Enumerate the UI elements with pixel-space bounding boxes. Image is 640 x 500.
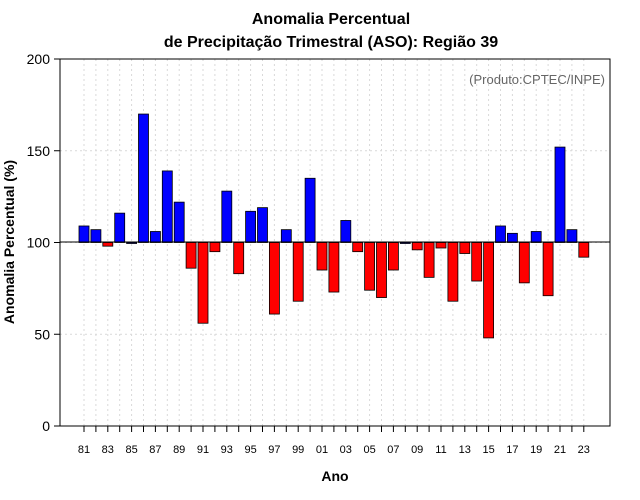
bar-23 <box>578 242 590 258</box>
bar-83 <box>102 242 114 247</box>
bar-92 <box>209 242 221 253</box>
bar-06 <box>376 242 387 298</box>
credit-label: (Produto:CPTEC/INPE) <box>469 72 605 87</box>
bar-02 <box>328 242 340 293</box>
bar-09 <box>411 242 423 251</box>
bar-98 <box>280 229 292 243</box>
x-tick-label: 91 <box>197 444 209 456</box>
x-tick-label: 97 <box>268 444 280 456</box>
bar-87 <box>149 231 161 243</box>
y-axis: 0 50 100 150 200 <box>27 51 60 434</box>
bar-07 <box>387 242 399 271</box>
chart-title-line-2: de Precipitação Trimestral (ASO): Região… <box>164 34 498 51</box>
bar-15 <box>483 242 495 339</box>
bar-86 <box>138 113 149 243</box>
bar-99 <box>292 242 304 302</box>
x-tick-label: 19 <box>530 444 542 456</box>
x-tick-label: 03 <box>340 444 352 456</box>
bar-13 <box>459 242 471 254</box>
x-tick-label: 89 <box>173 444 185 456</box>
bar-11 <box>435 242 447 249</box>
x-axis-label: Ano <box>321 468 348 484</box>
x-tick-label: 85 <box>125 444 137 456</box>
x-tick-label: 01 <box>316 444 328 456</box>
bar-93 <box>221 190 233 243</box>
bar-10 <box>423 242 435 278</box>
x-tick-label: 23 <box>578 444 590 456</box>
bar-14 <box>471 242 483 282</box>
bar-04 <box>352 242 364 253</box>
y-tick-label: 50 <box>34 326 50 342</box>
bar-12 <box>447 242 459 302</box>
bar-89 <box>173 201 185 243</box>
x-tick-label: 99 <box>292 444 304 456</box>
bar-22 <box>566 229 578 243</box>
bar-18 <box>518 242 530 284</box>
bar-88 <box>161 170 173 243</box>
x-tick-label: 81 <box>78 444 90 456</box>
x-tick-label: 07 <box>387 444 399 456</box>
bars <box>78 113 590 339</box>
x-tick-label: 15 <box>482 444 494 456</box>
bar-97 <box>268 242 280 315</box>
x-tick-label: 13 <box>459 444 471 456</box>
x-tick-label: 93 <box>221 444 233 456</box>
gridlines <box>60 59 610 426</box>
y-tick-label: 0 <box>42 418 50 434</box>
bar-21 <box>554 146 566 243</box>
bar-03 <box>340 220 352 243</box>
bar-94 <box>233 242 245 275</box>
x-tick-label: 11 <box>435 444 446 456</box>
bar-16 <box>495 225 506 243</box>
y-tick-label: 150 <box>27 143 51 159</box>
bar-01 <box>316 242 328 271</box>
x-tick-label: 17 <box>506 444 518 456</box>
y-tick-label: 100 <box>27 235 51 251</box>
x-tick-label: 09 <box>411 444 423 456</box>
bar-85 <box>126 242 137 244</box>
bar-96 <box>257 207 268 243</box>
bar-05 <box>364 242 376 291</box>
bar-20 <box>542 242 554 297</box>
x-tick-label: 83 <box>102 444 114 456</box>
bar-08 <box>399 242 411 244</box>
bar-82 <box>90 229 102 243</box>
x-tick-label: 05 <box>363 444 375 456</box>
bar-19 <box>530 231 542 243</box>
x-tick-label: 21 <box>554 444 566 456</box>
chart-title-line-1: Anomalia Percentual <box>252 11 410 28</box>
bar-81 <box>78 225 90 243</box>
bar-00 <box>304 177 316 243</box>
y-axis-label: Anomalia Percentual (%) <box>1 160 17 324</box>
bar-84 <box>114 212 126 243</box>
x-tick-label: 95 <box>244 444 256 456</box>
bar-90 <box>185 242 197 269</box>
bar-95 <box>245 210 257 243</box>
x-axis: 81 83 85 87 89 91 93 95 97 99 01 03 05 07 09 11 13 15 17 19… <box>78 426 590 456</box>
x-tick-label: 87 <box>149 444 161 456</box>
bar-91 <box>197 242 209 324</box>
bar-17 <box>506 232 518 243</box>
y-tick-label: 200 <box>27 51 51 67</box>
